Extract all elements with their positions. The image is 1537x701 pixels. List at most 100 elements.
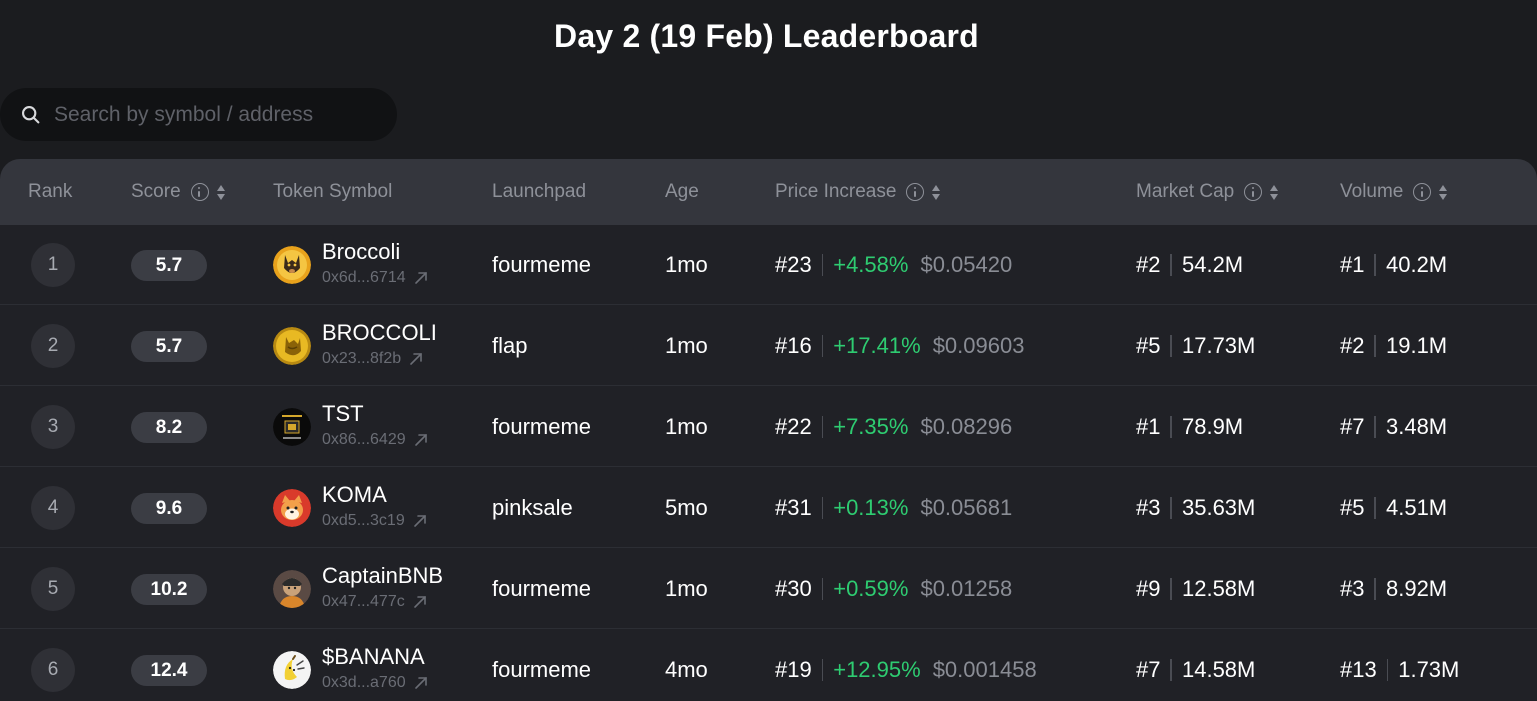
price-increase-cell: #23 +4.58% $0.05420 <box>775 225 1012 305</box>
address-text: 0x23...8f2b <box>322 350 402 367</box>
column-token-symbol: Token Symbol <box>273 159 392 225</box>
volume-rank: #3 <box>1340 576 1365 601</box>
divider <box>1170 254 1172 276</box>
age-text: 4mo <box>665 657 708 682</box>
sort-icon[interactable] <box>1439 184 1448 200</box>
token-symbol[interactable]: TST <box>322 401 364 426</box>
sort-icon[interactable] <box>932 184 941 200</box>
table-row[interactable]: 4 9.6 KOMA 0xd5...3c19 pinksale 5mo #31 … <box>0 468 1537 548</box>
divider <box>1374 497 1376 519</box>
token-address[interactable]: 0x6d...6714 <box>322 269 428 287</box>
address-text: 0xd5...3c19 <box>322 512 405 529</box>
age-cell: 1mo <box>665 225 708 305</box>
market-cap-rank: #2 <box>1136 252 1161 277</box>
volume-value: 3.48M <box>1385 414 1448 439</box>
price-increase-cell: #16 +17.41% $0.09603 <box>775 306 1024 386</box>
column-market-cap[interactable]: Market Cap <box>1136 159 1279 225</box>
launchpad-text: fourmeme <box>492 414 592 439</box>
age-text: 1mo <box>665 333 708 358</box>
score-pill: 8.2 <box>131 412 207 443</box>
volume-value: 19.1M <box>1385 333 1448 358</box>
info-icon[interactable] <box>190 183 209 201</box>
external-link-icon[interactable] <box>413 514 427 528</box>
table-row[interactable]: 5 10.2 CaptainBNB 0x47...477c fourmeme 1… <box>0 549 1537 629</box>
token-avatar <box>273 408 311 446</box>
column-volume[interactable]: Volume <box>1340 159 1448 225</box>
sort-icon[interactable] <box>216 184 225 200</box>
search-input[interactable] <box>52 101 376 128</box>
divider <box>821 659 824 681</box>
market-cap-cell: #7 14.58M <box>1136 630 1255 701</box>
rank-badge: 5 <box>31 567 75 611</box>
table-row[interactable]: 6 12.4 $BANANA 0x3d...a760 fourmeme 4mo … <box>0 630 1537 701</box>
rank-badge: 2 <box>31 324 75 368</box>
rank-badge: 6 <box>31 648 75 692</box>
column-price-increase[interactable]: Price Increase <box>775 159 941 225</box>
token-symbol[interactable]: Broccoli <box>322 239 401 264</box>
external-link-icon[interactable] <box>413 595 427 609</box>
info-icon[interactable] <box>1413 183 1432 201</box>
table-header: Rank Score Token Symbol Launchpad Age Pr… <box>0 159 1537 225</box>
volume-rank: #7 <box>1340 414 1365 439</box>
price-increase-cell: #22 +7.35% $0.08296 <box>775 387 1012 467</box>
address-text: 0x6d...6714 <box>322 269 406 286</box>
divider <box>821 335 824 357</box>
volume-value: 1.73M <box>1398 657 1460 682</box>
age-cell: 1mo <box>665 549 708 629</box>
sort-icon[interactable] <box>1270 184 1279 200</box>
price-change: +0.13% <box>833 495 909 520</box>
market-cap-rank: #1 <box>1136 414 1161 439</box>
table-row[interactable]: 3 8.2 TST 0x86...6429 fourmeme 1mo #22 +… <box>0 387 1537 467</box>
price-change: +0.59% <box>833 576 909 601</box>
column-label: Age <box>665 181 699 202</box>
divider <box>1170 659 1172 681</box>
volume-cell: #3 8.92M <box>1340 549 1447 629</box>
rank-badge: 1 <box>31 243 75 287</box>
market-cap-cell: #5 17.73M <box>1136 306 1255 386</box>
info-icon[interactable] <box>1244 183 1263 201</box>
column-label: Market Cap <box>1136 181 1235 202</box>
search-box[interactable] <box>0 88 397 141</box>
token-address[interactable]: 0x86...6429 <box>322 431 428 449</box>
table-row[interactable]: 1 5.7 Broccoli 0x6d...6714 fourmeme 1mo … <box>0 225 1537 305</box>
price-rank: #19 <box>775 657 812 682</box>
market-cap-cell: #3 35.63M <box>1136 468 1255 548</box>
table-row[interactable]: 2 5.7 BROCCOLI 0x23...8f2b flap 1mo #16 … <box>0 306 1537 386</box>
column-label: Volume <box>1340 181 1404 202</box>
volume-rank: #5 <box>1340 495 1365 520</box>
token-symbol[interactable]: BROCCOLI <box>322 320 437 345</box>
column-label: Score <box>131 181 181 202</box>
volume-cell: #13 1.73M <box>1340 630 1459 701</box>
token-avatar <box>273 246 311 284</box>
column-label: Price Increase <box>775 181 897 202</box>
divider <box>1386 659 1389 681</box>
price-change: +12.95% <box>833 657 921 682</box>
external-link-icon[interactable] <box>414 433 428 447</box>
divider <box>1374 578 1376 600</box>
token-symbol[interactable]: CaptainBNB <box>322 563 444 588</box>
token-symbol[interactable]: $BANANA <box>322 644 425 669</box>
column-launchpad: Launchpad <box>492 159 586 225</box>
external-link-icon[interactable] <box>414 271 428 285</box>
price-increase-cell: #30 +0.59% $0.01258 <box>775 549 1012 629</box>
token-address[interactable]: 0xd5...3c19 <box>322 512 427 530</box>
external-link-icon[interactable] <box>414 676 428 690</box>
external-link-icon[interactable] <box>409 352 423 366</box>
volume-cell: #5 4.51M <box>1340 468 1447 548</box>
token-address[interactable]: 0x23...8f2b <box>322 350 423 368</box>
volume-value: 40.2M <box>1385 252 1448 277</box>
token-avatar <box>273 570 311 608</box>
price-change: +7.35% <box>833 414 909 439</box>
token-address[interactable]: 0x3d...a760 <box>322 674 428 692</box>
token-symbol[interactable]: KOMA <box>322 482 387 507</box>
volume-rank: #2 <box>1340 333 1365 358</box>
token-address[interactable]: 0x47...477c <box>322 593 427 611</box>
launchpad-cell: fourmeme <box>492 225 591 305</box>
column-score[interactable]: Score <box>131 159 225 225</box>
info-icon[interactable] <box>906 183 925 201</box>
dog-coin-icon <box>273 246 311 284</box>
market-cap-value: 17.73M <box>1181 333 1256 358</box>
market-cap-cell: #1 78.9M <box>1136 387 1243 467</box>
rank-badge: 3 <box>31 405 75 449</box>
divider <box>1374 335 1376 357</box>
